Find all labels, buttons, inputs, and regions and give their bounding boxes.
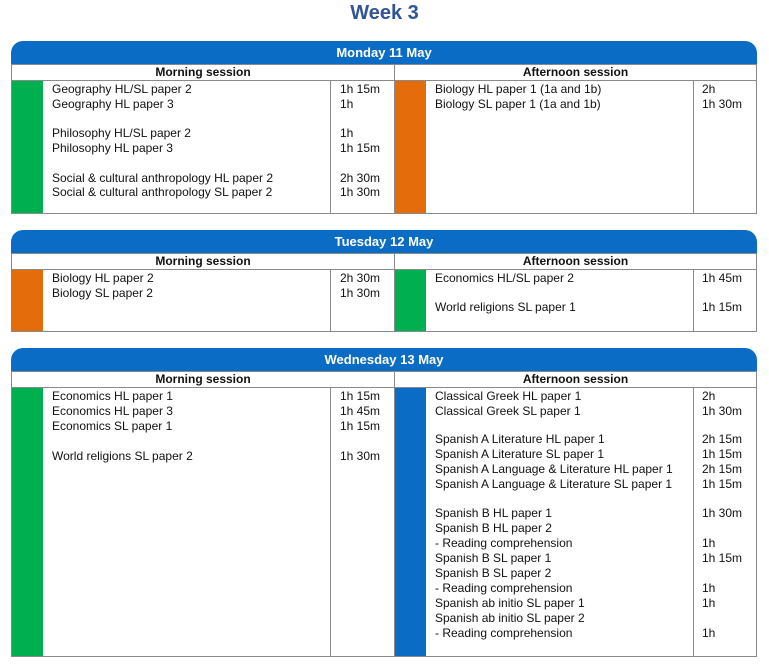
paper-duration: 1h [340,97,354,111]
paper-duration: 1h 15m [340,141,381,155]
paper-name: - Reading comprehension [435,581,573,595]
paper-name: Social & cultural anthropology HL paper … [52,171,274,185]
paper-duration: 1h 45m [702,271,743,285]
paper-name: World religions SL paper 2 [52,449,193,463]
afternoon-color-bar [395,81,426,213]
paper-duration: 1h 30m [702,97,743,111]
week-title: Week 3 [350,2,419,24]
paper-name: Economics HL paper 1 [52,389,173,403]
morning-color-bar [12,388,43,656]
paper-name: Classical Greek HL paper 1 [435,389,582,403]
morning-color-bar [12,81,43,213]
day-block-tuesday: Tuesday 12 May Morning session Afternoon… [11,230,757,332]
paper-name: Spanish B HL paper 1 [435,506,552,520]
afternoon-color-bar [395,270,426,331]
paper-duration: 1h 15m [702,551,743,565]
paper-name: Spanish B SL paper 2 [435,566,552,580]
paper-duration: 2h [702,82,716,96]
morning-duration-divider [330,270,331,331]
paper-name: Social & cultural anthropology SL paper … [52,185,273,199]
paper-duration: 1h 15m [702,447,743,461]
paper-name: Economics HL paper 3 [52,404,173,418]
day-header: Monday 11 May [11,41,757,64]
afternoon-session-header: Afternoon session [395,65,756,81]
morning-session-header: Morning session [12,372,395,388]
afternoon-duration-divider [693,81,694,213]
paper-name: - Reading comprehension [435,626,573,640]
day-body: Morning session Afternoon session Biolog… [11,253,757,332]
paper-duration: 1h 45m [340,404,381,418]
paper-duration: 1h 15m [702,300,743,314]
paper-duration: 1h [702,596,716,610]
morning-duration-divider [330,388,331,656]
paper-name: Spanish A Literature HL paper 1 [435,432,605,446]
afternoon-session-header: Afternoon session [395,254,756,270]
paper-duration: 1h 30m [340,185,381,199]
afternoon-duration-divider [693,388,694,656]
afternoon-color-bar [395,388,426,656]
paper-duration: 1h 30m [340,449,381,463]
paper-duration: 1h [702,581,716,595]
paper-duration: 1h 15m [340,389,381,403]
session-divider [394,388,395,656]
paper-duration: 1h 15m [702,477,743,491]
paper-name: Philosophy HL paper 3 [52,141,173,155]
paper-name: World religions SL paper 1 [435,300,576,314]
paper-name: Spanish A Language & Literature HL paper… [435,462,673,476]
afternoon-session-header: Afternoon session [395,372,756,388]
paper-name: Biology SL paper 2 [52,286,153,300]
paper-duration: 1h [340,126,354,140]
paper-name: Spanish A Language & Literature SL paper… [435,477,673,491]
paper-duration: 1h [702,536,716,550]
paper-duration: 2h 30m [340,171,381,185]
morning-session-header: Morning session [12,254,395,270]
paper-duration: 2h [702,389,716,403]
paper-duration: 1h [702,626,716,640]
afternoon-duration-divider [693,270,694,331]
paper-name: Spanish B HL paper 2 [435,521,552,535]
day-body: Morning session Afternoon session Geogra… [11,64,757,214]
paper-name: Spanish B SL paper 1 [435,551,552,565]
paper-name: Economics SL paper 1 [52,419,173,433]
paper-name: Biology HL paper 1 (1a and 1b) [435,82,602,96]
day-block-wednesday: Wednesday 13 May Morning session Afterno… [11,348,757,657]
paper-duration: 2h 15m [702,432,743,446]
paper-duration: 1h 30m [702,506,743,520]
paper-duration: 1h 30m [340,286,381,300]
day-body: Morning session Afternoon session Econom… [11,371,757,657]
paper-name: Biology SL paper 1 (1a and 1b) [435,97,601,111]
paper-name: - Reading comprehension [435,536,573,550]
paper-name: Geography HL/SL paper 2 [52,82,192,96]
paper-name: Geography HL paper 3 [52,97,174,111]
paper-name: Economics HL/SL paper 2 [435,271,574,285]
paper-name: Spanish ab initio SL paper 2 [435,611,585,625]
paper-name: Biology HL paper 2 [52,271,154,285]
paper-name: Classical Greek SL paper 1 [435,404,581,418]
paper-name: Spanish A Literature SL paper 1 [435,447,605,461]
session-divider [394,81,395,213]
paper-duration: 2h 30m [340,271,381,285]
morning-color-bar [12,270,43,331]
morning-session-header: Morning session [12,65,395,81]
day-header: Tuesday 12 May [11,230,757,253]
paper-duration: 1h 15m [340,82,381,96]
paper-name: Spanish ab initio SL paper 1 [435,596,585,610]
paper-duration: 1h 30m [702,404,743,418]
day-block-monday: Monday 11 May Morning session Afternoon … [11,41,757,214]
paper-duration: 2h 15m [702,462,743,476]
day-header: Wednesday 13 May [11,348,757,371]
session-divider [394,270,395,331]
paper-name: Philosophy HL/SL paper 2 [52,126,191,140]
paper-duration: 1h 15m [340,419,381,433]
morning-duration-divider [330,81,331,213]
